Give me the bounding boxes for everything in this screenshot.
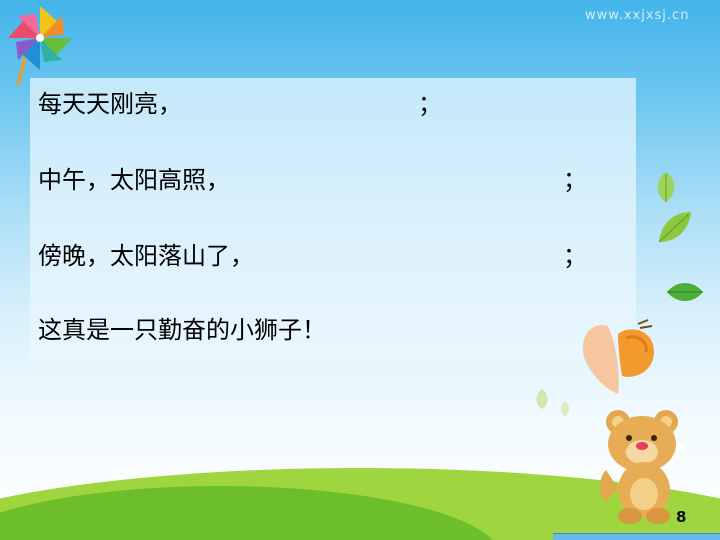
butterfly-icon xyxy=(582,319,654,394)
watermark: www.xxjxsj.cn xyxy=(585,8,690,23)
sentence-dawn: 每天天刚亮， xyxy=(38,90,182,118)
leaf-icon xyxy=(657,172,675,202)
text-panel xyxy=(30,78,636,360)
teddy-bear-icon xyxy=(600,410,684,524)
sentence-noon: 中午，太阳高照， xyxy=(38,166,230,194)
leaf-icon xyxy=(658,212,691,243)
leaf-icon xyxy=(667,283,703,301)
blank-end-dusk: ； xyxy=(563,242,587,270)
blank-end-noon: ； xyxy=(563,166,587,194)
leaf-icon xyxy=(560,401,570,417)
bottom-bar xyxy=(553,533,720,540)
leaf-icon xyxy=(536,389,548,409)
blank-end-dawn: ； xyxy=(418,90,442,118)
sentence-dusk: 傍晚，太阳落山了， xyxy=(38,242,254,270)
pinwheel-icon xyxy=(8,6,72,85)
page-number: 8 xyxy=(676,508,687,526)
sentence-conclusion: 这真是一只勤奋的小狮子！ xyxy=(38,316,326,344)
